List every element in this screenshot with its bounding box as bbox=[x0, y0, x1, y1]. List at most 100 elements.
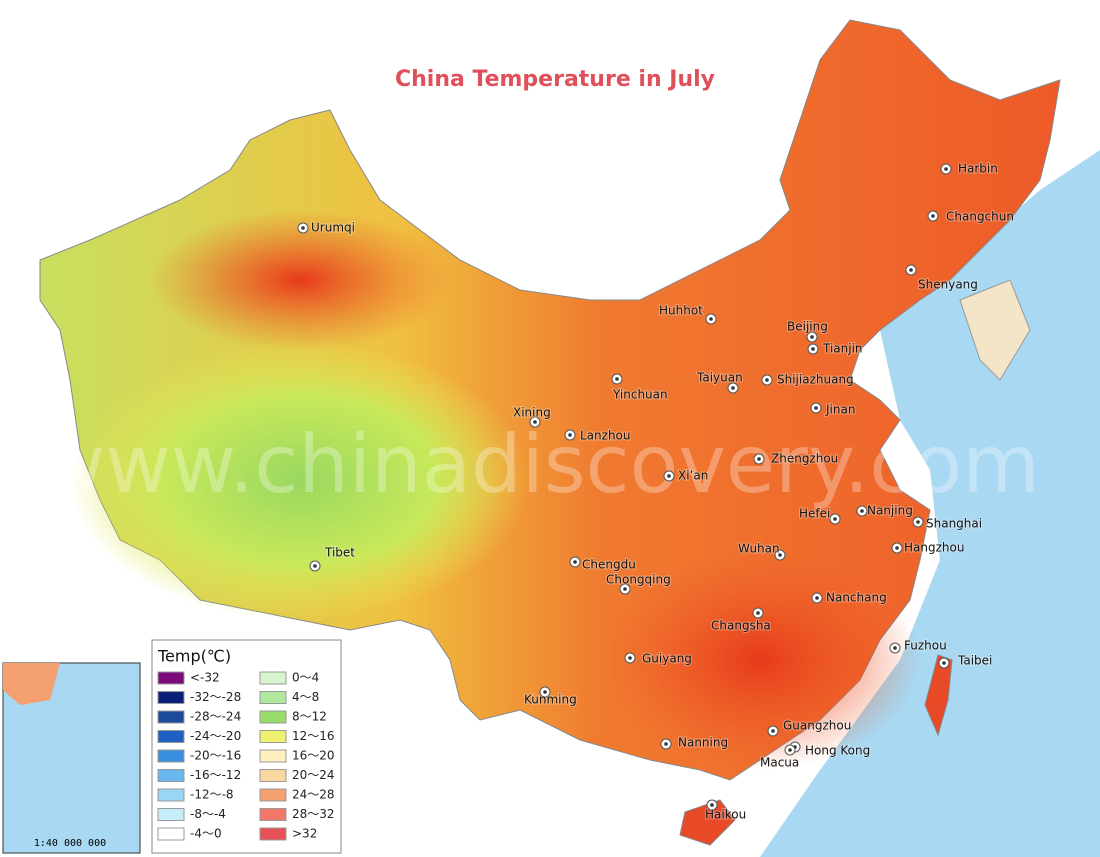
city-label: Hefei bbox=[799, 507, 830, 521]
city-label: Yinchuan bbox=[612, 388, 668, 402]
legend-label: -28～-24 bbox=[190, 710, 241, 724]
city-dot bbox=[710, 803, 714, 807]
city-label: Hangzhou bbox=[904, 541, 964, 555]
city-dot bbox=[533, 420, 537, 424]
legend-swatch bbox=[157, 769, 185, 782]
city-dot bbox=[628, 656, 632, 660]
city-label: Macua bbox=[760, 756, 799, 770]
legend-swatch bbox=[259, 730, 287, 743]
city-dot bbox=[944, 167, 948, 171]
city-label: Shanghai bbox=[926, 517, 982, 531]
city-label: Tibet bbox=[324, 546, 355, 560]
city-label: Fuzhou bbox=[904, 639, 947, 653]
legend-label: -4～0 bbox=[190, 827, 222, 841]
city-label: Kunming bbox=[524, 693, 577, 707]
city-label: Chongqing bbox=[606, 573, 671, 587]
watermark: www.chinadiscovery.com bbox=[40, 418, 1040, 511]
city-dot bbox=[833, 517, 837, 521]
city-dot bbox=[756, 611, 760, 615]
city-label: Nanning bbox=[678, 736, 728, 750]
city-label: Nanjing bbox=[867, 504, 913, 518]
legend: Temp(℃) <-32 -32～-28 -28～-24 -24～-20 -20～-16… bbox=[151, 639, 342, 854]
city-dot bbox=[568, 433, 572, 437]
legend-label: -12～-8 bbox=[190, 788, 234, 802]
city-dot bbox=[860, 509, 864, 513]
legend-swatch bbox=[157, 691, 185, 704]
city-dot bbox=[931, 214, 935, 218]
city-label: Urumqi bbox=[311, 221, 355, 235]
city-dot bbox=[543, 690, 547, 694]
legend-swatch bbox=[157, 710, 185, 724]
city-label: Guangzhou bbox=[783, 719, 851, 733]
legend-label: -32～-28 bbox=[190, 690, 241, 704]
korea bbox=[959, 279, 1031, 381]
city-dot bbox=[916, 520, 920, 524]
legend-label: 12～16 bbox=[292, 729, 335, 743]
city-dot bbox=[731, 386, 735, 390]
city-dot bbox=[771, 729, 775, 733]
city-label: Xi’an bbox=[678, 469, 708, 483]
city-dot bbox=[301, 226, 305, 230]
legend-label: 8～12 bbox=[292, 710, 327, 724]
legend-swatch bbox=[259, 671, 287, 685]
city-dot bbox=[814, 406, 818, 410]
legend-label: 24～28 bbox=[292, 788, 335, 802]
city-label: Lanzhou bbox=[580, 429, 631, 443]
legend-label: -24～-20 bbox=[190, 729, 241, 743]
city-dot bbox=[757, 457, 761, 461]
taiwan bbox=[924, 654, 953, 737]
city-dot bbox=[313, 564, 317, 568]
inset-frame bbox=[2, 662, 141, 854]
hot-zone bbox=[150, 210, 450, 350]
city-dot bbox=[893, 646, 897, 650]
city-label: Tianjin bbox=[822, 342, 863, 356]
legend-swatch bbox=[157, 788, 185, 802]
legend-swatch bbox=[259, 749, 287, 763]
city-label: Shenyang bbox=[918, 278, 978, 292]
legend-swatch bbox=[259, 788, 287, 802]
legend-label: 4～8 bbox=[292, 690, 319, 704]
city-dot bbox=[615, 377, 619, 381]
legend-label: >32 bbox=[292, 827, 317, 841]
legend-label: 0～4 bbox=[292, 671, 319, 685]
city-dot bbox=[810, 335, 814, 339]
legend-swatch bbox=[259, 710, 287, 724]
legend-swatch bbox=[157, 808, 185, 821]
city-dot bbox=[573, 560, 577, 564]
city-label: Changchun bbox=[946, 210, 1014, 224]
city-dot bbox=[815, 596, 819, 600]
inset-scale: 1:40 000 000 bbox=[34, 838, 106, 849]
legend-swatch bbox=[157, 730, 185, 743]
legend-swatch bbox=[259, 769, 287, 782]
city-label: Beijing bbox=[787, 320, 828, 334]
city-label: Haikou bbox=[705, 808, 746, 822]
city-dot bbox=[788, 748, 792, 752]
hot-zone bbox=[600, 550, 920, 770]
legend-swatch bbox=[259, 691, 287, 704]
legend-swatch bbox=[157, 827, 185, 841]
legend-label: -20～-16 bbox=[190, 749, 241, 763]
city-dot bbox=[765, 378, 769, 382]
legend-title: Temp(℃) bbox=[157, 647, 231, 666]
legend-label: 28～32 bbox=[292, 807, 335, 821]
city-dot bbox=[778, 553, 782, 557]
city-label: Huhhot bbox=[659, 304, 703, 318]
plateau-zone bbox=[70, 340, 530, 620]
city-label: Jinan bbox=[825, 403, 855, 417]
legend-label: 16～20 bbox=[292, 749, 335, 763]
city-label: Zhengzhou bbox=[771, 452, 838, 466]
city-dot bbox=[895, 546, 899, 550]
legend-swatch bbox=[259, 827, 287, 841]
legend-label: -8～-4 bbox=[190, 807, 226, 821]
legend-label: -16～-12 bbox=[190, 768, 241, 782]
city-label: Taiyuan bbox=[696, 371, 743, 385]
legend-swatch bbox=[157, 749, 185, 763]
city-dot bbox=[623, 587, 627, 591]
inset-land bbox=[3, 663, 60, 705]
city-label: Harbin bbox=[958, 162, 998, 176]
city-label: Shijiazhuang bbox=[777, 373, 854, 387]
city-dot bbox=[709, 317, 713, 321]
city-dot bbox=[667, 474, 671, 478]
legend-swatch bbox=[259, 808, 287, 821]
